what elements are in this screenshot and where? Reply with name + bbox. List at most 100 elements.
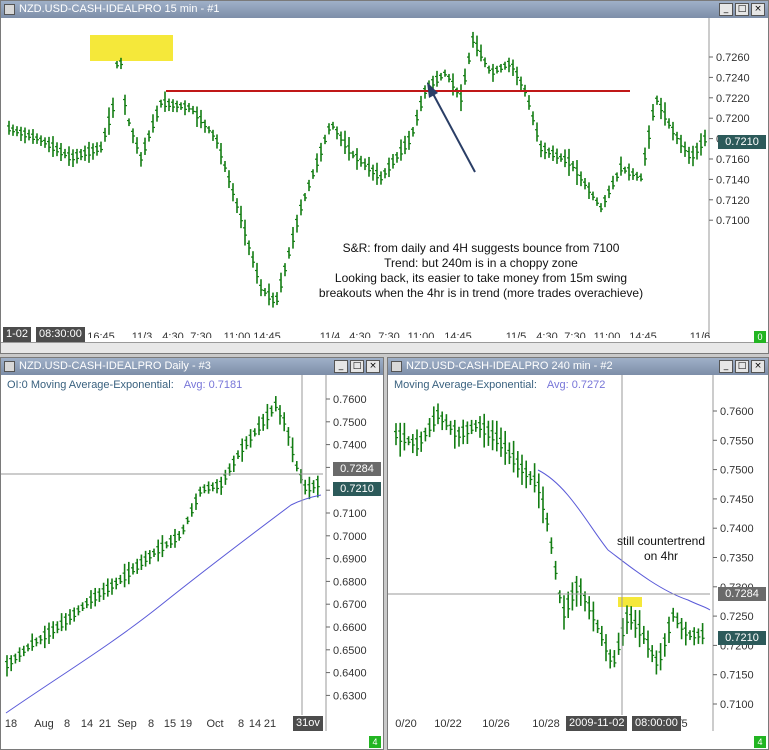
chart-corner-badge[interactable]: 4	[369, 736, 381, 748]
price-tick-label: 0.6800	[333, 576, 367, 588]
time-tick-label: 7:30	[190, 331, 211, 338]
spike-highlight	[618, 597, 642, 607]
time-tick-label: 11/5	[506, 331, 527, 338]
chart-corner-badge[interactable]: 0	[754, 331, 766, 343]
price-tick-label: 0.7200	[716, 113, 750, 125]
window-titlebar[interactable]: NZD.USD-CASH-IDEALPRO Daily - #3 _ □ ×	[1, 358, 383, 375]
time-tick-label: 11:00	[408, 331, 435, 338]
time-tick-label: 16:45	[87, 331, 115, 338]
price-tick-label: 0.6900	[333, 554, 367, 566]
time-tick-label: 7:30	[378, 331, 399, 338]
last-price-label: 0.7210	[333, 482, 381, 496]
horizontal-scrollbar[interactable]	[1, 342, 768, 353]
window-titlebar[interactable]: NZD.USD-CASH-IDEALPRO 15 min - #1 _ □ ×	[1, 1, 768, 18]
window-titlebar[interactable]: NZD.USD-CASH-IDEALPRO 240 min - #2 _ □ ×	[388, 358, 768, 375]
price-tick-label: 0.7220	[716, 93, 750, 105]
time-tick-label: 14	[249, 718, 261, 730]
indicator-legend: OI:0 Moving Average-Exponential: Avg: 0.7…	[7, 379, 242, 391]
cursor-time-label: 08:30:00	[36, 327, 85, 342]
window-controls: _ □ ×	[719, 3, 765, 16]
minimize-button[interactable]: _	[719, 360, 733, 373]
time-tick-label: 14	[81, 718, 93, 730]
note-line-1: S&R: from daily and 4H suggests bounce f…	[342, 241, 620, 255]
maximize-button[interactable]: □	[735, 3, 749, 16]
maximize-button[interactable]: □	[735, 360, 749, 373]
time-tick-label: 11/4	[320, 331, 341, 338]
chart-window-daily: NZD.USD-CASH-IDEALPRO Daily - #3 _ □ × O…	[0, 357, 384, 750]
last-price-label: 0.7210	[718, 631, 766, 645]
cursor-date-label: 2009-11-02	[566, 716, 628, 731]
time-tick-label: Oct	[206, 718, 223, 730]
price-chart-240min[interactable]: 0.76000.75500.75000.74500.74000.73500.73…	[388, 375, 768, 731]
cursor-date-label: 1-02	[3, 327, 32, 342]
time-tick-label: 11:00	[594, 331, 621, 338]
note-line-3: Looking back, its easier to take money f…	[334, 271, 628, 285]
time-tick-label: 19	[180, 718, 192, 730]
maximize-button[interactable]: □	[350, 360, 364, 373]
time-tick-label: 8	[238, 718, 244, 730]
time-tick-label: 10/22	[434, 718, 462, 730]
chart-window-15min: NZD.USD-CASH-IDEALPRO 15 min - #1 _ □ × …	[0, 0, 769, 354]
price-tick-label: 0.6300	[333, 690, 367, 702]
time-tick-label: 14:45	[629, 331, 657, 338]
ema-line	[5, 494, 322, 714]
price-tick-label: 0.7100	[333, 508, 367, 520]
time-tick-label: 14:45	[444, 331, 472, 338]
time-tick-label: 10/26	[482, 718, 510, 730]
time-tick-label: 4:30	[162, 331, 183, 338]
window-icon	[391, 361, 402, 372]
price-tick-label: 0.7160	[716, 154, 750, 166]
minimize-button[interactable]: _	[334, 360, 348, 373]
price-tick-label: 0.7120	[716, 195, 750, 207]
price-tick-label: 0.7400	[333, 440, 367, 452]
window-title: NZD.USD-CASH-IDEALPRO 240 min - #2	[406, 360, 613, 372]
close-button[interactable]: ×	[751, 360, 765, 373]
price-tick-label: 0.6400	[333, 668, 367, 680]
analysis-note: S&R: from daily and 4H suggests bounce f…	[301, 241, 661, 301]
time-tick-label: 11/6	[690, 331, 711, 338]
price-tick-label: 0.7100	[720, 699, 754, 711]
price-tick-label: 0.6700	[333, 599, 367, 611]
countertrend-note: still countertrend on 4hr	[606, 534, 716, 564]
window-icon	[4, 361, 15, 372]
time-tick-label: Aug	[34, 718, 54, 730]
window-title: NZD.USD-CASH-IDEALPRO Daily - #3	[19, 360, 211, 372]
time-tick-label: 10/28	[532, 718, 560, 730]
indicator-name: Moving Average-Exponential:	[30, 379, 174, 391]
open-interest-label: OI:0	[7, 379, 28, 391]
price-tick-label: 0.7450	[720, 494, 754, 506]
close-button[interactable]: ×	[751, 3, 765, 16]
indicator-name: Moving Average-Exponential:	[394, 379, 537, 391]
chart-corner-badge[interactable]: 4	[754, 736, 766, 748]
price-tick-label: 0.7600	[333, 394, 367, 406]
minimize-button[interactable]: _	[719, 3, 733, 16]
time-tick-label: 8	[64, 718, 70, 730]
price-tick-label: 0.7500	[333, 417, 367, 429]
window-title: NZD.USD-CASH-IDEALPRO 15 min - #1	[19, 3, 220, 15]
price-tick-label: 0.7140	[716, 174, 750, 186]
window-controls: _ □ ×	[719, 360, 765, 373]
price-tick-label: 0.7100	[716, 215, 750, 227]
time-tick-label: 11/3	[132, 331, 153, 338]
price-tick-label: 0.7600	[720, 406, 754, 418]
last-price-label: 0.7210	[718, 135, 766, 149]
time-tick-label: 4:30	[349, 331, 370, 338]
time-tick-label: 4:30	[536, 331, 557, 338]
time-tick-label: 18	[5, 718, 17, 730]
note-line-4: breakouts when the 4hr is in trend (more…	[318, 286, 644, 300]
price-tick-label: 0.7260	[716, 52, 750, 64]
time-tick-label: 14:45	[253, 331, 281, 338]
time-tick-label: Sep	[117, 718, 137, 730]
indicator-legend: Moving Average-Exponential: Avg: 0.7272	[394, 379, 605, 391]
level-price-label: 0.7284	[333, 462, 381, 476]
price-tick-label: 0.6500	[333, 645, 367, 657]
time-tick-label: 0/20	[395, 718, 416, 730]
price-chart-daily[interactable]: 0.76000.75000.74000.73000.72000.71000.70…	[1, 375, 383, 731]
time-tick-label: 8	[148, 718, 154, 730]
time-tick-label: 21	[99, 718, 111, 730]
close-button[interactable]: ×	[366, 360, 380, 373]
level-price-label: 0.7284	[718, 587, 766, 601]
time-tick-label: 15	[164, 718, 176, 730]
cursor-time-label: 08:00:00	[632, 716, 681, 731]
annotation-arrow	[430, 89, 476, 173]
